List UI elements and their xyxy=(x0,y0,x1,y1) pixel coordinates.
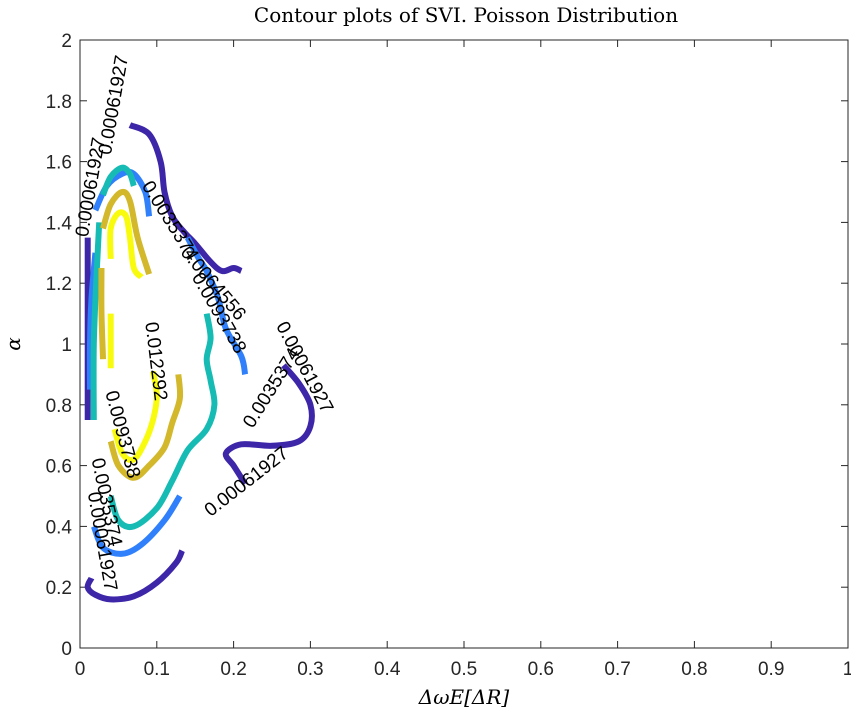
x-tick-label: 0.7 xyxy=(604,659,630,680)
y-tick-label: 0.8 xyxy=(46,396,72,417)
y-tick-label: 0.4 xyxy=(46,517,73,538)
chart-title: Contour plots of SVI. Poisson Distributi… xyxy=(254,3,678,27)
y-tick-label: 2 xyxy=(61,31,72,52)
y-tick-label: 1.2 xyxy=(46,274,72,295)
x-tick-label: 0.4 xyxy=(374,659,401,680)
y-tick-label: 1.6 xyxy=(46,153,72,174)
x-axis-label: ΔωE[ΔR] xyxy=(418,685,510,709)
x-tick-label: 0.5 xyxy=(451,659,477,680)
y-tick-label: 0.6 xyxy=(46,457,72,478)
x-tick-label: 0.3 xyxy=(297,659,323,680)
y-tick-label: 0.2 xyxy=(46,578,72,599)
x-tick-label: 0 xyxy=(75,659,86,680)
x-tick-label: 0.1 xyxy=(144,659,170,680)
x-tick-label: 1 xyxy=(843,659,851,680)
x-tick-label: 0.9 xyxy=(758,659,784,680)
contour-line-level-4 xyxy=(101,268,103,359)
y-tick-label: 1.8 xyxy=(46,92,72,113)
plot-area xyxy=(80,40,848,648)
axes-box xyxy=(80,40,848,648)
x-tick-label: 0.6 xyxy=(528,659,554,680)
x-tick-label: 0.2 xyxy=(220,659,246,680)
y-tick-label: 1.4 xyxy=(46,213,73,234)
y-axis-label: α xyxy=(1,337,25,351)
x-tick-label: 0.8 xyxy=(681,659,707,680)
y-tick-label: 1 xyxy=(61,335,72,356)
y-tick-label: 0 xyxy=(61,639,72,660)
